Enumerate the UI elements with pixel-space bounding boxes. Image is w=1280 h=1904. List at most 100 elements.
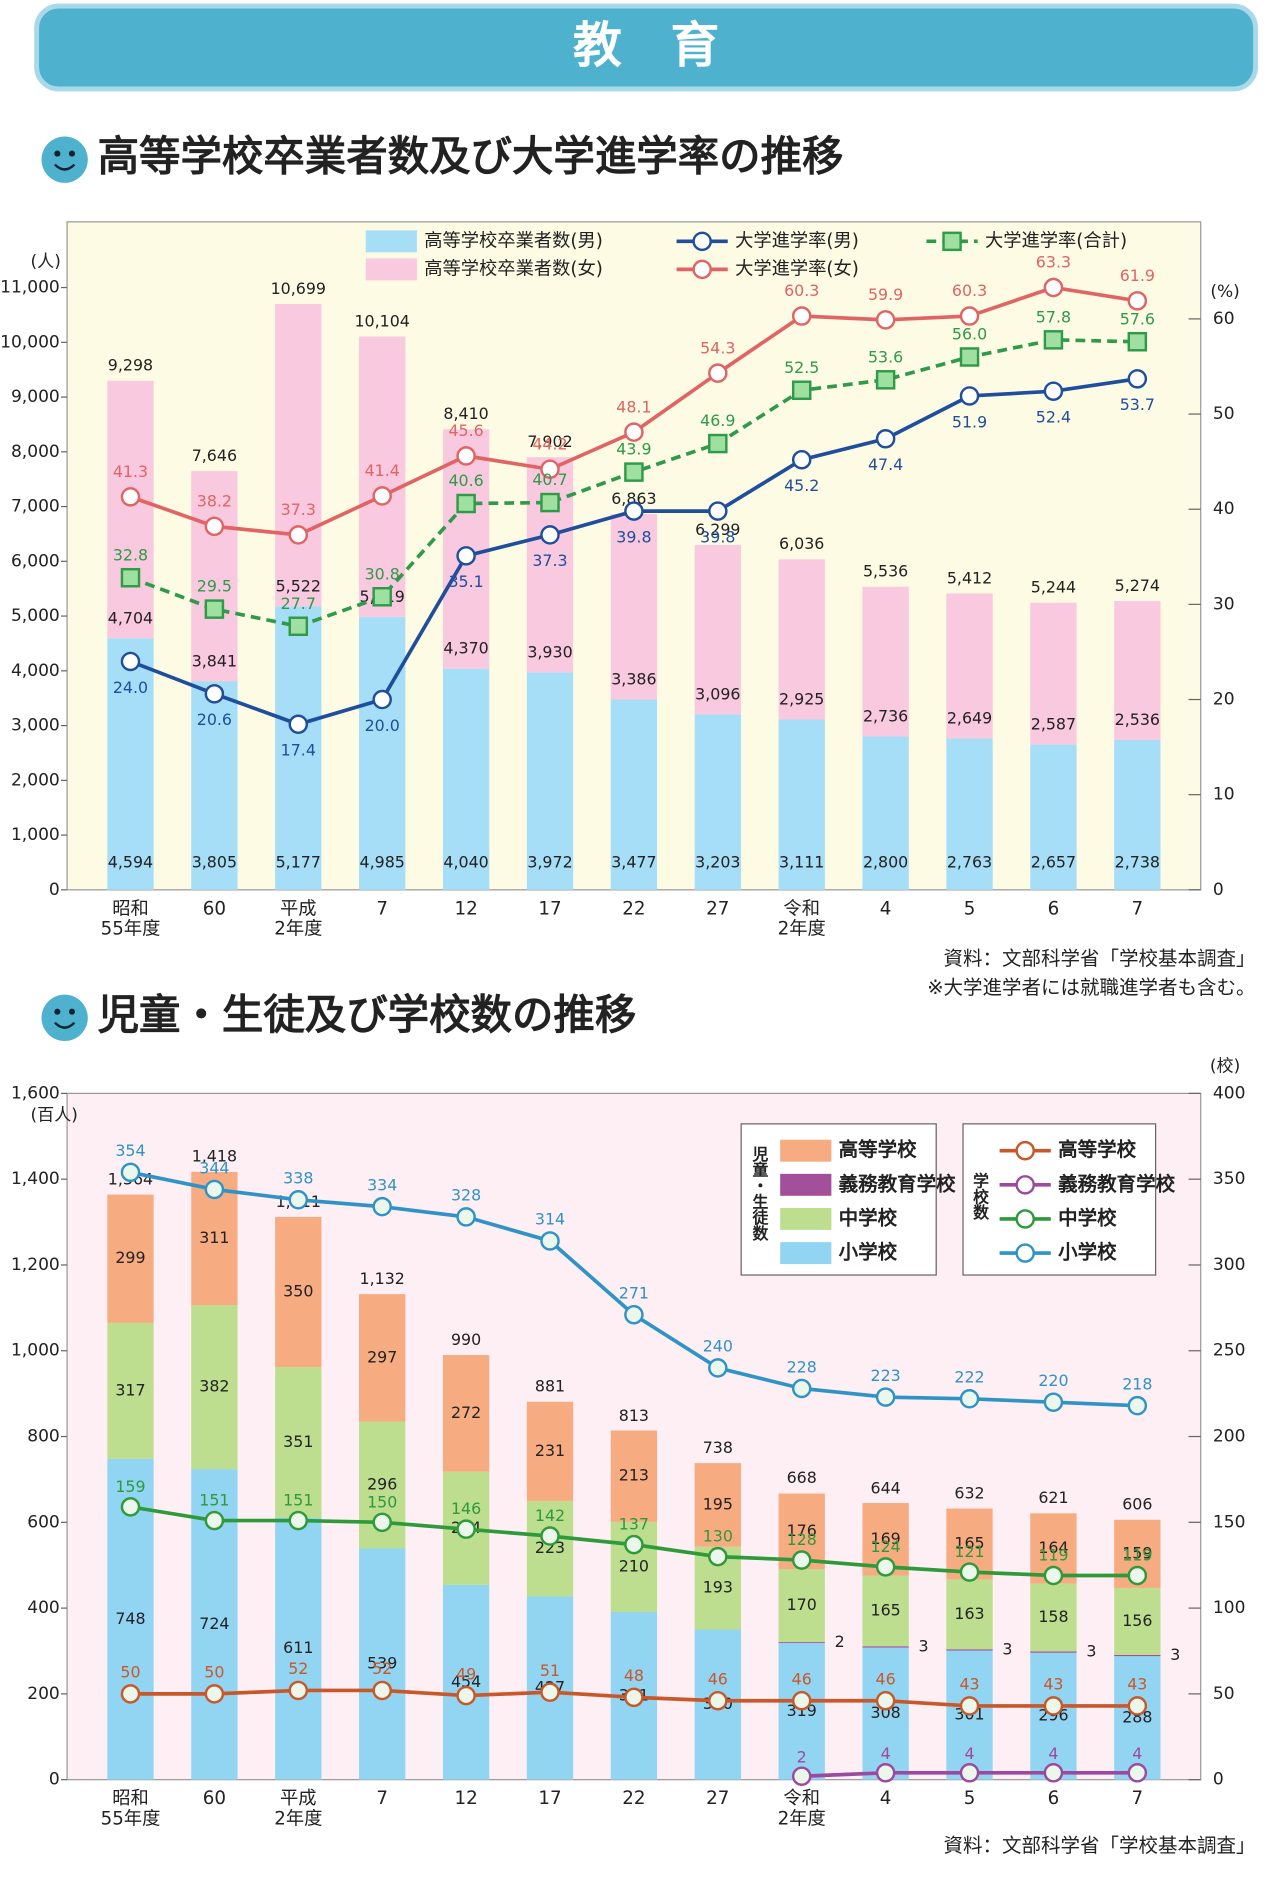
bar (1030, 1583, 1077, 1652)
x-tick-label: 17 (538, 1788, 561, 1809)
line-value-label: 4 (1132, 1744, 1142, 1763)
bar-value-label: 3 (919, 1636, 929, 1655)
y2-tick-label: 10 (1213, 785, 1235, 805)
legend-label: 小学校 (1058, 1241, 1117, 1264)
bar-value-label: 210 (619, 1556, 649, 1575)
line-value-label: 49 (456, 1664, 476, 1683)
bar (694, 714, 741, 890)
marker (372, 1680, 392, 1701)
bar-value-label: 311 (199, 1228, 229, 1247)
x-tick-label: 昭和 55年度 (101, 898, 161, 939)
total-label: 668 (787, 1468, 817, 1487)
total-label: 606 (1122, 1495, 1152, 1514)
bar-value-label: 3,841 (192, 651, 237, 670)
marker (372, 689, 392, 710)
line-value-label: 57.8 (1036, 307, 1071, 326)
bar-value-label: 2,657 (1031, 853, 1076, 872)
bar-value-label: 308 (871, 1703, 901, 1722)
bar-value-label: 4,704 (108, 608, 153, 627)
x-tick-label: 4 (880, 1788, 892, 1809)
marker (1043, 277, 1064, 298)
line-value-label: 223 (871, 1366, 901, 1385)
bar-value-label: 176 (787, 1521, 817, 1540)
marker (708, 1546, 728, 1567)
title-icon (41, 136, 88, 183)
marker (1043, 381, 1064, 401)
y2-tick-label: 40 (1213, 499, 1235, 519)
line-value-label: 27.7 (281, 594, 316, 613)
line-value-label: 32.8 (113, 545, 148, 564)
bar (442, 1584, 490, 1780)
bar-value-label: 3,930 (527, 642, 572, 661)
bar (107, 380, 154, 639)
bar (107, 1322, 154, 1459)
bar-value-label: 3 (1170, 1645, 1180, 1664)
bar (275, 304, 322, 607)
bar-value-label: 2,536 (1115, 710, 1160, 729)
total-label: 6,299 (695, 520, 740, 539)
marker (791, 380, 812, 401)
marker (540, 525, 560, 545)
x-tick-label: 60 (203, 898, 226, 919)
y-tick-label: 800 (27, 1427, 60, 1447)
marker (1127, 1696, 1148, 1716)
line-value-label: 40.6 (448, 471, 483, 490)
legend-label: 大学進学率(女) (735, 258, 859, 279)
total-label: 5,412 (947, 568, 992, 587)
bar (359, 616, 406, 890)
bar-value-label: 5,177 (276, 853, 321, 872)
bar (862, 1647, 909, 1780)
legend-label: 大学進学率(合計) (985, 230, 1127, 251)
x-tick-label: 7 (376, 1788, 388, 1809)
bar (1114, 739, 1161, 890)
marker (791, 1766, 812, 1786)
bar (275, 606, 322, 890)
marker (1043, 1392, 1064, 1412)
source-note: 資料：文部科学省「学校基本調査」 (944, 947, 1256, 970)
legend-label: 高等学校卒業者数(男) (424, 230, 603, 251)
line-value-label: 48 (624, 1666, 644, 1685)
line-value-label: 222 (954, 1368, 984, 1387)
bar-value-label: 350 (283, 1281, 313, 1300)
marker (791, 1378, 812, 1399)
bar (778, 719, 825, 890)
line-value-label: 46.9 (700, 411, 735, 430)
legend-marker (1015, 1243, 1035, 1263)
bar-value-label: 164 (1038, 1538, 1068, 1557)
y2-axis-label: (校) (1210, 1057, 1240, 1077)
line-value-label: 50 (120, 1663, 140, 1682)
bar-value-label: 3,477 (611, 853, 656, 872)
bar-value-label: 4,370 (443, 639, 488, 658)
line-value-label: 41.3 (113, 462, 148, 481)
line-value-label: 142 (535, 1506, 565, 1525)
marker (540, 1526, 560, 1546)
bar-value-label: 2,736 (863, 707, 908, 726)
y-tick-label: 1,600 (11, 1083, 60, 1103)
marker (959, 347, 980, 367)
line-value-label: 24.0 (113, 678, 148, 697)
marker (1043, 1763, 1064, 1783)
section-title: 児童・生徒及び学校数の推移 (98, 991, 637, 1039)
legend-marker (1015, 1175, 1035, 1195)
legend-swatch (780, 1139, 832, 1162)
bar-value-label: 382 (199, 1377, 229, 1396)
bar-value-label: 297 (367, 1347, 397, 1366)
y-tick-label: 1,000 (11, 825, 60, 845)
bar (359, 1294, 406, 1422)
line-value-label: 240 (703, 1337, 733, 1356)
bar-value-label: 158 (1038, 1607, 1068, 1626)
line-value-label: 159 (115, 1477, 145, 1496)
total-label: 7,902 (527, 432, 572, 451)
x-tick-label: 令和 2年度 (778, 1788, 826, 1829)
marker (875, 429, 896, 449)
legend-marker (692, 259, 712, 280)
y-tick-label: 2,000 (11, 770, 60, 790)
total-label: 9,298 (108, 356, 153, 375)
bar (1114, 1654, 1161, 1657)
y-tick-label: 10,000 (0, 332, 60, 352)
bar (275, 1367, 322, 1518)
bar-value-label: 351 (283, 1432, 313, 1451)
marker (288, 525, 309, 545)
bar (862, 1646, 909, 1648)
marker (1127, 331, 1148, 352)
